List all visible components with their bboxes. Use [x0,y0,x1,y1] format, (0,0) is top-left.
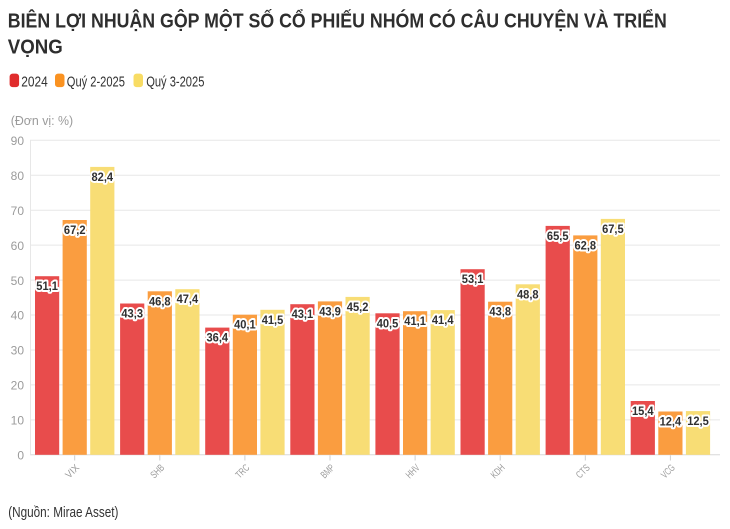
svg-text:20: 20 [11,379,25,393]
svg-text:VỌNG: VỌNG [8,36,63,59]
svg-text:VCG: VCG [659,463,677,481]
svg-text:90: 90 [11,134,25,148]
svg-text:40,1: 40,1 [234,318,256,332]
svg-text:Quý 2-2025: Quý 2-2025 [67,73,125,90]
svg-text:SHB: SHB [149,462,168,481]
svg-text:(Đơn vị: %): (Đơn vị: %) [11,113,73,128]
svg-text:10: 10 [11,414,25,428]
svg-text:47,4: 47,4 [177,292,199,306]
svg-text:VIX: VIX [64,462,83,481]
svg-text:80: 80 [11,169,25,183]
svg-text:51,1: 51,1 [36,279,58,293]
svg-text:65,5: 65,5 [547,229,569,243]
svg-text:40,5: 40,5 [377,316,399,330]
svg-text:CTS: CTS [574,462,593,481]
svg-text:43,3: 43,3 [121,307,143,321]
svg-text:12,5: 12,5 [687,414,709,428]
svg-text:36,4: 36,4 [207,331,229,345]
svg-text:53,1: 53,1 [462,272,484,286]
svg-text:60: 60 [11,239,25,253]
svg-text:BIÊN LỢI NHUẬN GỘP MỘT SỐ CỔ P: BIÊN LỢI NHUẬN GỘP MỘT SỐ CỔ PHIẾU NHÓM … [8,8,667,32]
svg-text:45,2: 45,2 [347,300,369,314]
svg-text:HHV: HHV [404,462,423,481]
svg-text:12,4: 12,4 [660,415,682,429]
svg-text:67,5: 67,5 [602,222,624,236]
svg-text:15,4: 15,4 [632,404,654,418]
svg-text:43,1: 43,1 [292,307,314,321]
svg-text:41,1: 41,1 [404,314,426,328]
svg-text:30: 30 [11,344,25,358]
svg-text:43,9: 43,9 [319,304,341,318]
svg-text:70: 70 [11,204,25,218]
svg-text:67,2: 67,2 [64,223,86,237]
svg-text:0: 0 [17,449,24,463]
svg-text:46,8: 46,8 [149,294,171,308]
svg-text:41,4: 41,4 [432,313,454,327]
svg-text:82,4: 82,4 [92,170,114,184]
svg-text:62,8: 62,8 [575,238,597,252]
svg-text:(Nguồn: Mirae Asset): (Nguồn: Mirae Asset) [8,504,118,521]
svg-text:TRC: TRC [234,463,252,481]
svg-text:50: 50 [11,274,25,288]
svg-text:41,5: 41,5 [262,313,284,327]
svg-text:40: 40 [11,309,25,323]
svg-text:BMP: BMP [319,462,338,481]
svg-text:43,8: 43,8 [489,305,511,319]
svg-text:Quý 3-2025: Quý 3-2025 [146,73,204,90]
svg-text:48,8: 48,8 [517,287,539,301]
svg-text:KDH: KDH [489,463,507,481]
svg-text:2024: 2024 [21,73,48,90]
